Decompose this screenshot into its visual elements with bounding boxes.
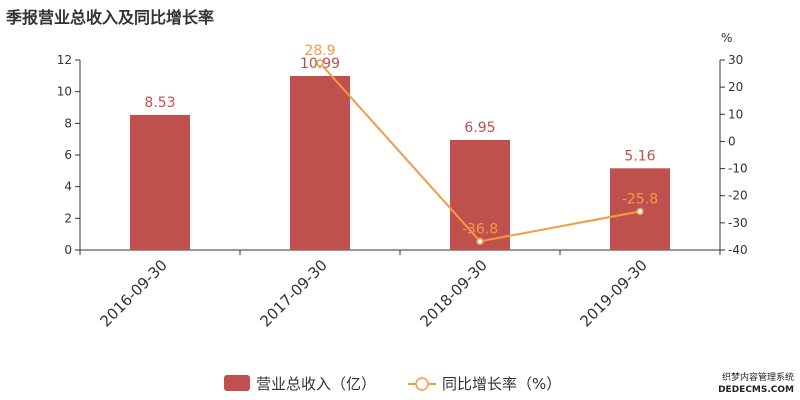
growth-data-label: 28.9 <box>304 43 335 59</box>
legend-bar-swatch <box>224 375 250 391</box>
legend-line-label: 同比增长率（%） <box>442 375 561 393</box>
watermark-line1: 织梦内容管理系统 <box>721 373 794 383</box>
y-right-tick-label: 30 <box>728 53 743 67</box>
bar-data-label: 5.16 <box>624 148 655 164</box>
legend-line-marker <box>415 377 429 391</box>
bar <box>290 75 350 250</box>
watermark-line2: DEDECMS.COM <box>718 385 794 395</box>
growth-point <box>316 59 324 67</box>
y-left-tick-label: 0 <box>64 243 72 257</box>
x-tick-label: 2018-09-30 <box>416 256 490 330</box>
growth-data-label: -36.8 <box>462 221 498 237</box>
y-right-tick-label: -10 <box>728 162 748 176</box>
growth-point <box>476 237 484 246</box>
x-tick-label: 2019-09-30 <box>576 256 650 330</box>
bar <box>450 139 510 250</box>
y-right-tick-label: -40 <box>728 243 748 257</box>
bar-data-label: 8.53 <box>144 95 175 111</box>
watermark: 织梦内容管理系统 DEDECMS.COM <box>718 372 794 396</box>
chart-title: 季报营业总收入及同比增长率 <box>6 8 215 27</box>
y-right-tick-label: 10 <box>728 107 743 121</box>
x-tick-label: 2016-09-30 <box>96 256 170 330</box>
y-left-tick-label: 12 <box>57 53 72 67</box>
growth-point <box>636 207 644 216</box>
y-right-tick-label: -30 <box>728 216 748 230</box>
growth-data-label: -25.8 <box>622 191 658 207</box>
x-tick-label: 2017-09-30 <box>256 256 330 330</box>
y-left-tick-label: 6 <box>64 148 72 162</box>
y-right-tick-label: 0 <box>728 134 736 148</box>
bar <box>130 114 190 250</box>
y-right-unit-label: % <box>721 31 732 45</box>
y-right-tick-label: 20 <box>728 80 743 94</box>
y-left-tick-label: 2 <box>64 211 72 225</box>
y-right-tick-label: -20 <box>728 189 748 203</box>
legend-bar-label: 营业总收入（亿） <box>256 375 376 393</box>
y-left-tick-label: 8 <box>64 116 72 130</box>
bar-data-label: 6.95 <box>464 120 495 136</box>
y-left-tick-label: 10 <box>57 85 72 99</box>
y-left-tick-label: 4 <box>64 180 72 194</box>
